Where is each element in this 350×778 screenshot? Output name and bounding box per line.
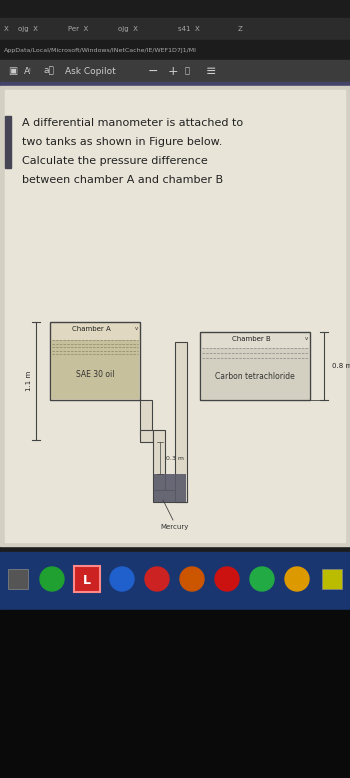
Bar <box>154 474 186 502</box>
Text: Calculate the pressure difference: Calculate the pressure difference <box>22 156 208 166</box>
Text: 0.3 m: 0.3 m <box>166 455 184 461</box>
Circle shape <box>145 567 169 591</box>
Text: Carbon tetrachloride: Carbon tetrachloride <box>215 372 295 380</box>
Circle shape <box>215 567 239 591</box>
Bar <box>200 332 310 400</box>
Text: L: L <box>83 573 91 587</box>
Bar <box>5 90 345 542</box>
Text: Chamber A: Chamber A <box>72 326 110 332</box>
Text: between chamber A and chamber B: between chamber A and chamber B <box>22 175 223 185</box>
Bar <box>0 18 350 40</box>
Bar <box>0 40 350 60</box>
Text: ≡: ≡ <box>206 65 217 78</box>
Bar <box>0 60 350 82</box>
Text: aあ: aあ <box>44 66 55 75</box>
Text: +: + <box>168 65 178 78</box>
Text: ojg  X: ojg X <box>18 26 38 32</box>
Text: Ask Copilot: Ask Copilot <box>65 66 116 75</box>
Text: ▣: ▣ <box>8 66 17 76</box>
Bar <box>0 552 350 610</box>
Text: Mercury: Mercury <box>161 524 189 530</box>
Text: v: v <box>305 336 308 341</box>
Bar <box>51 340 139 399</box>
Text: A differential manometer is attached to: A differential manometer is attached to <box>22 118 243 128</box>
Text: Chamber B: Chamber B <box>232 336 270 342</box>
Bar <box>74 566 100 592</box>
Bar <box>153 490 187 502</box>
Circle shape <box>40 567 64 591</box>
Bar <box>322 569 342 589</box>
Text: 1.1 m: 1.1 m <box>26 371 32 391</box>
Bar <box>0 0 350 18</box>
Bar <box>153 430 165 490</box>
Bar <box>0 610 350 778</box>
Text: Per  X: Per X <box>68 26 88 32</box>
Text: ⬜: ⬜ <box>185 66 190 75</box>
Bar <box>201 348 309 399</box>
Text: −: − <box>148 65 159 78</box>
Bar <box>0 82 350 86</box>
Bar <box>5 116 11 168</box>
Circle shape <box>110 567 134 591</box>
Circle shape <box>285 567 309 591</box>
Text: SAE 30 oil: SAE 30 oil <box>76 370 114 379</box>
Text: ojg  X: ojg X <box>118 26 138 32</box>
Circle shape <box>180 567 204 591</box>
Bar <box>50 322 140 400</box>
Text: AppData/Local/Microsoft/Windows/INetCache/IE/WEF1D7J1/MI: AppData/Local/Microsoft/Windows/INetCach… <box>4 47 197 52</box>
Bar <box>140 430 153 442</box>
Text: s41  X: s41 X <box>178 26 200 32</box>
Text: two tanks as shown in Figure below.: two tanks as shown in Figure below. <box>22 137 222 147</box>
Text: X: X <box>4 26 9 32</box>
Circle shape <box>250 567 274 591</box>
Bar <box>8 569 28 589</box>
Text: v: v <box>135 326 138 331</box>
Text: 0.8 m: 0.8 m <box>332 363 350 369</box>
Text: Z: Z <box>238 26 243 32</box>
Bar <box>140 400 152 436</box>
Bar <box>0 86 350 546</box>
Bar <box>175 342 187 502</box>
Text: Aᵎ: Aᵎ <box>24 66 32 75</box>
